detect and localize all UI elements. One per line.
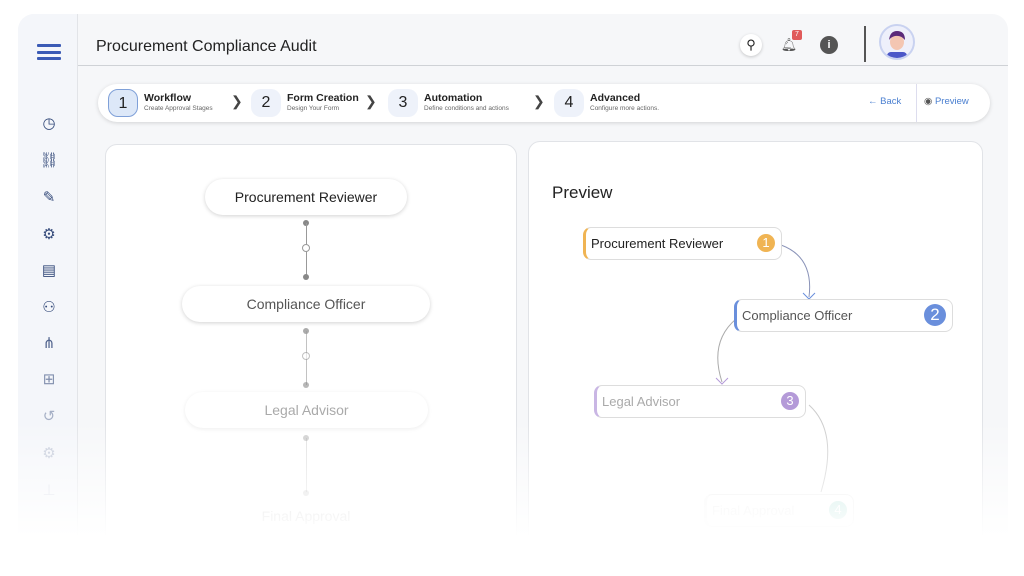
connector-dot bbox=[303, 382, 309, 388]
step-subtitle: Configure more actions. bbox=[590, 105, 660, 112]
node-label: Compliance Officer bbox=[742, 308, 853, 323]
connector-dot bbox=[303, 274, 309, 280]
divider bbox=[916, 84, 917, 122]
stepper: 1 Workflow Create Approval Stages ❯ 2 Fo… bbox=[98, 84, 990, 122]
info-icon[interactable]: i bbox=[820, 36, 838, 54]
org-chart-icon[interactable]: ⊥ bbox=[42, 482, 56, 499]
step-subtitle: Define conditions and actions bbox=[424, 105, 509, 112]
chevron-right-icon: ❯ bbox=[365, 93, 377, 109]
preview-button[interactable]: ◉ Preview bbox=[924, 96, 969, 107]
document-list-icon[interactable]: ▤ bbox=[41, 262, 57, 279]
history-icon[interactable]: ↺ bbox=[42, 408, 56, 425]
eye-icon: ◉ bbox=[924, 96, 933, 107]
node-badge: 1 bbox=[757, 234, 775, 252]
step-label: Advanced bbox=[590, 92, 641, 104]
automation-icon[interactable]: ⚙ bbox=[42, 226, 56, 243]
chevron-right-icon: ❯ bbox=[533, 93, 545, 109]
workflow-node[interactable]: Compliance Officer bbox=[182, 286, 430, 322]
header: Procurement Compliance Audit ⚲ 🔔︎ 7 i bbox=[78, 14, 1008, 66]
preview-node[interactable]: Procurement Reviewer 1 bbox=[583, 227, 782, 260]
step-number: 2 bbox=[251, 89, 281, 117]
connector-line bbox=[306, 438, 307, 492]
sidebar: ◷ ⛓ ✎ ⚙ ▤ ⚇ ⋔ ⊞ ↺ ⚙ ⊥ bbox=[18, 14, 78, 554]
preview-title: Preview bbox=[552, 183, 613, 202]
workflow-node[interactable]: Final Approval bbox=[216, 498, 396, 534]
preview-node[interactable]: Compliance Officer 2 bbox=[734, 299, 953, 332]
dashboard-icon[interactable]: ◷ bbox=[42, 115, 56, 132]
arrow-left-icon: ← bbox=[868, 96, 878, 107]
step-number: 4 bbox=[554, 89, 584, 117]
step-label: Automation bbox=[424, 92, 483, 104]
add-step-icon[interactable] bbox=[302, 352, 310, 360]
app-window: ◷ ⛓ ✎ ⚙ ▤ ⚇ ⋔ ⊞ ↺ ⚙ ⊥ Procurement Compli… bbox=[18, 14, 1008, 554]
preview-node[interactable]: Final Approval 4 bbox=[704, 494, 854, 527]
preview-connectors bbox=[715, 244, 829, 493]
back-button[interactable]: ← Back bbox=[868, 96, 901, 107]
node-badge: 3 bbox=[781, 392, 799, 410]
back-label: Back bbox=[880, 96, 902, 107]
step-label: Workflow bbox=[144, 92, 192, 104]
hierarchy-icon[interactable]: ⊞ bbox=[42, 371, 56, 388]
user-settings-icon[interactable]: ⚇ bbox=[42, 299, 56, 316]
chevron-right-icon: ❯ bbox=[231, 93, 243, 109]
integration-icon[interactable]: ⚙ bbox=[42, 445, 56, 462]
node-label: Final Approval bbox=[712, 503, 795, 518]
network-icon[interactable]: ⋔ bbox=[42, 335, 56, 352]
step-subtitle: Create Approval Stages bbox=[144, 105, 213, 112]
add-step-icon[interactable] bbox=[302, 244, 310, 252]
workflow-node[interactable]: Procurement Reviewer bbox=[205, 179, 407, 215]
workflow-editor-panel: Procurement Reviewer Compliance Officer … bbox=[105, 144, 517, 554]
step-number: 1 bbox=[108, 89, 138, 117]
search-icon[interactable]: ⚲ bbox=[740, 34, 762, 56]
divider bbox=[864, 26, 866, 62]
workflow-node[interactable]: Legal Advisor bbox=[185, 392, 428, 428]
node-label: Procurement Reviewer bbox=[591, 236, 724, 251]
workflow-icon[interactable]: ⛓ bbox=[39, 152, 59, 169]
bell-icon[interactable]: 🔔︎ bbox=[780, 37, 798, 52]
node-badge: 4 bbox=[829, 501, 847, 519]
avatar[interactable] bbox=[879, 24, 915, 60]
node-badge: 2 bbox=[924, 304, 946, 326]
form-edit-icon[interactable]: ✎ bbox=[42, 189, 56, 206]
notification-badge: 7 bbox=[792, 30, 802, 40]
preview-label: Preview bbox=[934, 96, 969, 107]
step-number: 3 bbox=[388, 89, 418, 117]
step-label: Form Creation bbox=[287, 92, 359, 104]
preview-node[interactable]: Legal Advisor 3 bbox=[594, 385, 806, 418]
hamburger-menu-icon[interactable] bbox=[37, 44, 61, 60]
node-label: Legal Advisor bbox=[602, 394, 681, 409]
page-title: Procurement Compliance Audit bbox=[96, 38, 317, 55]
connector-dot bbox=[303, 490, 309, 496]
step-subtitle: Design Your Form bbox=[287, 105, 340, 112]
preview-panel: Preview Procurement Reviewer 1 Compliance… bbox=[528, 141, 983, 554]
